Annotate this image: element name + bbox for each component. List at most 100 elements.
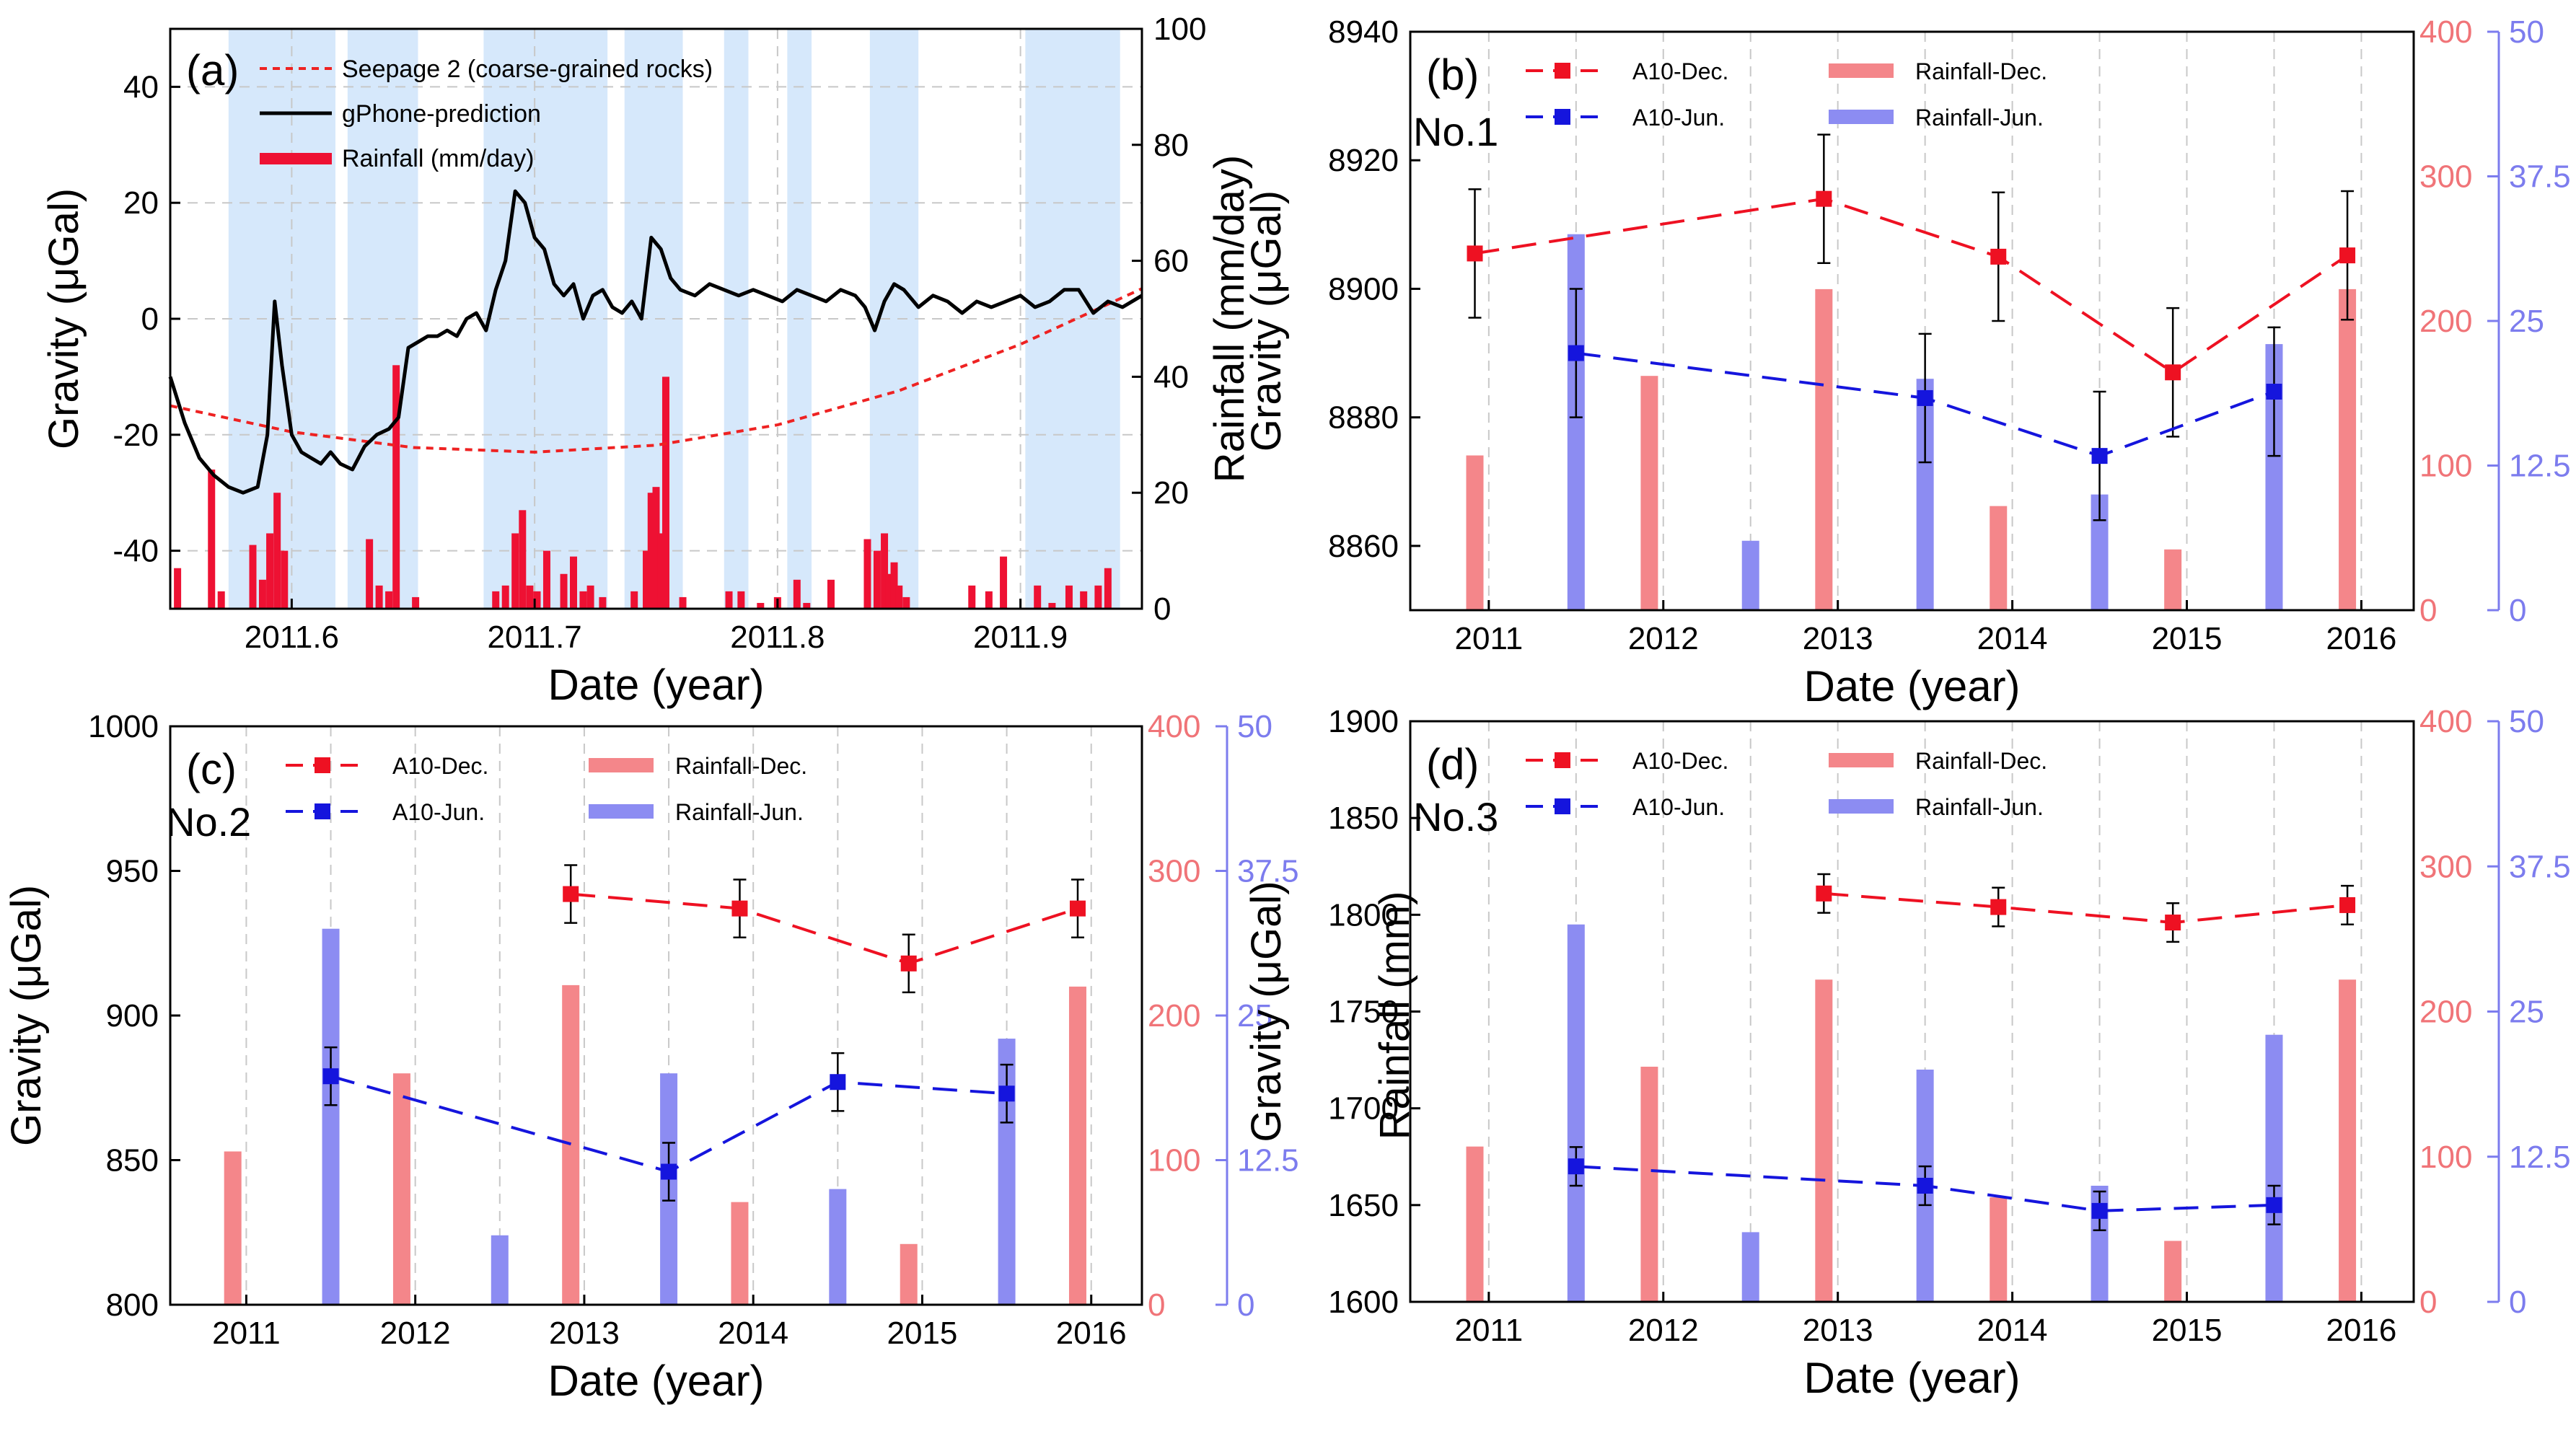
a10-dec-marker: [2339, 247, 2356, 264]
legend-a10-jun-marker: [1555, 798, 1570, 814]
rainfall-bar: [968, 585, 976, 609]
legend-a10-jun-label: A10-Jun.: [1632, 794, 1725, 820]
rainfall-dec-bar: [1815, 979, 1833, 1302]
rainfall-jun-bar: [322, 928, 340, 1305]
rainfall-bar: [890, 562, 898, 609]
rainfall-dec-bar: [731, 1202, 749, 1305]
d-ytick-label: 1750: [1328, 995, 1399, 1030]
d-xtick-label: 2016: [2326, 1313, 2396, 1348]
rainfall-bar: [679, 596, 687, 609]
rainfall-jun-bar: [1567, 924, 1585, 1302]
b-ytick-label: 8900: [1328, 271, 1399, 307]
d-ytick-label: 1800: [1328, 897, 1399, 933]
a10-dec-marker: [1816, 190, 1832, 207]
a-x-axis-label: Date (year): [548, 661, 764, 709]
a-y-axis-label-left: Gravity (μGal): [40, 188, 87, 449]
d-ytick-label: 1850: [1328, 801, 1399, 836]
c-ytick-label: 850: [106, 1143, 159, 1179]
c-ytick-red-label: 100: [1148, 1143, 1200, 1179]
rainfall-dec-bar: [1990, 1197, 2008, 1302]
rainfall-bar: [1104, 568, 1112, 609]
rainfall-jun-bar: [1741, 540, 1759, 610]
rainfall-bar: [985, 591, 993, 609]
rainfall-bar: [579, 591, 587, 609]
rainfall-dec-bar: [2164, 1241, 2182, 1302]
a10-jun-line: [1575, 1165, 2274, 1212]
legend-a10-jun-label: A10-Jun.: [1632, 105, 1725, 131]
rainfall-dec-bar: [1990, 506, 2008, 610]
a10-jun-marker: [998, 1085, 1015, 1102]
rainfall-bar: [881, 533, 889, 609]
rainfall-bar: [737, 591, 745, 609]
legend-rainfall-jun-swatch: [1829, 110, 1894, 124]
rainfall-dec-bar: [1068, 986, 1086, 1305]
c-ytick-red-label: 400: [1148, 709, 1200, 744]
rainfall-bar: [586, 585, 594, 609]
rainfall-dec-bar: [1640, 1066, 1658, 1302]
d-station-label: No.3: [1413, 794, 1498, 840]
a10-jun-marker: [2091, 1202, 2108, 1219]
d-y-axis-label-left: Gravity (μGal): [1243, 881, 1290, 1142]
a10-jun-marker: [322, 1068, 339, 1085]
rainfall-bar: [863, 539, 871, 609]
rainfall-dec-bar: [2339, 288, 2357, 610]
a-ytick-right-label: 20: [1153, 475, 1189, 511]
rainfall-jun-bar: [829, 1189, 847, 1305]
b-ytick-red-label: 100: [2419, 449, 2472, 484]
b-ytick-blue-label: 0: [2509, 593, 2526, 628]
a-ytick-label: -40: [113, 534, 159, 569]
d-xtick-label: 2015: [2152, 1313, 2223, 1348]
rainfall-bar: [885, 573, 893, 609]
c-y-axis-label-left: Gravity (μGal): [3, 885, 50, 1146]
c-ytick-blue-label: 0: [1237, 1287, 1254, 1323]
rainfall-dec-bar: [1466, 1146, 1484, 1302]
d-xtick-label: 2011: [1455, 1313, 1524, 1348]
rainfall-jun-bar: [491, 1235, 509, 1305]
rainfall-jun-bar: [1741, 1232, 1759, 1302]
d-ytick-label: 1650: [1328, 1188, 1399, 1223]
b-ytick-blue-label: 12.5: [2509, 449, 2571, 484]
d-ytick-label: 1900: [1328, 704, 1399, 739]
c-xtick-label: 2011: [212, 1316, 281, 1351]
b-ytick-label: 8860: [1328, 529, 1399, 564]
a10-dec-line: [571, 892, 1078, 965]
rainfall-bar: [519, 510, 527, 609]
rainfall-dec-bar: [562, 985, 580, 1305]
legend-seepage-label: Seepage 2 (coarse-grained rocks): [342, 56, 713, 83]
rainfall-bar: [492, 591, 500, 609]
a10-dec-marker: [563, 886, 579, 902]
rainfall-bar: [385, 591, 393, 609]
legend-rainfall-swatch: [260, 153, 332, 164]
a-xtick-label: 2011.6: [245, 620, 339, 655]
rainfall-bar: [873, 550, 881, 609]
panel-b: 8860 8880 8900 8920 8940 2011 2012 2013 2014 2015…: [1243, 14, 2571, 710]
rainfall-bar: [281, 550, 289, 609]
a-panel-label: (a): [186, 46, 239, 94]
a-ytick-right-label: 40: [1153, 359, 1189, 395]
d-ytick-blue-label: 37.5: [2509, 849, 2571, 884]
d-xtick-label: 2013: [1803, 1313, 1873, 1348]
rainfall-bar: [266, 533, 274, 609]
rainfall-bar: [827, 579, 835, 609]
rainfall-bar: [652, 487, 660, 609]
b-axes-frame: [1409, 30, 2415, 612]
gphone-prediction-line: [168, 189, 1143, 495]
c-ytick-blue-label: 50: [1237, 709, 1272, 744]
b-xtick-label: 2014: [1977, 621, 2048, 656]
rainfall-bar: [258, 579, 266, 609]
rainfall-bar: [657, 533, 665, 609]
panel-a: -40 -20 0 20 40 0 20 40 60 80 100 2011.6 2011.7 2011.…: [40, 12, 1253, 709]
a10-jun-marker: [830, 1074, 846, 1091]
rainfall-bar: [902, 596, 910, 609]
rainfall-bar: [560, 573, 568, 609]
legend-a10-dec-label: A10-Dec.: [392, 753, 488, 779]
a10-jun-marker: [661, 1163, 677, 1180]
c-ytick-label: 1000: [88, 709, 159, 744]
c-ytick-red-label: 300: [1148, 854, 1200, 889]
b-ytick-red-label: 200: [2419, 304, 2472, 339]
legend-a10-dec-label: A10-Dec.: [1632, 58, 1728, 84]
rainfall-bar: [1065, 585, 1073, 609]
a10-dec-marker: [1467, 245, 1483, 262]
